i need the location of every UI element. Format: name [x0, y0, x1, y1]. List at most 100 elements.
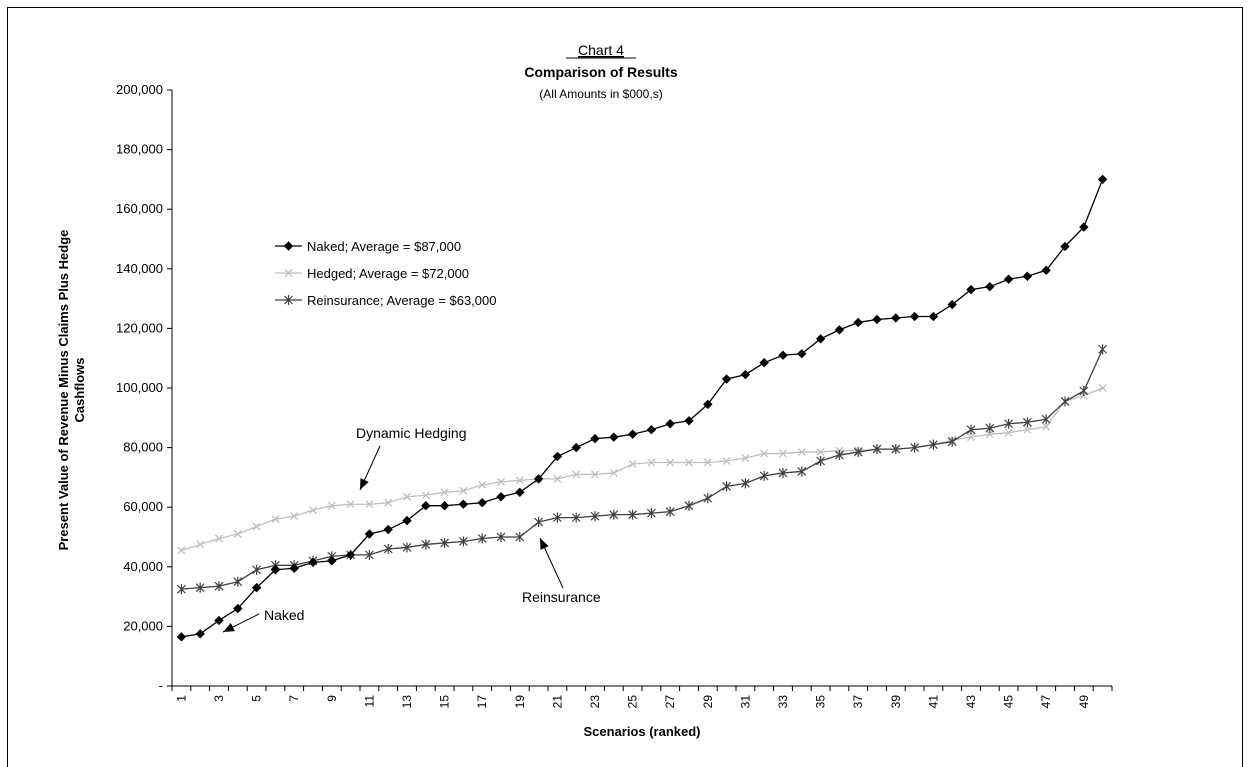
- y-tick-label: 80,000: [123, 440, 163, 455]
- data-point: [421, 491, 430, 500]
- y-tick-label: 160,000: [116, 201, 163, 216]
- data-point: [1042, 422, 1051, 431]
- data-point: [458, 499, 469, 509]
- data-point: [1098, 384, 1107, 392]
- data-point: [627, 429, 638, 439]
- data-point: [966, 424, 976, 435]
- data-point: [1004, 418, 1014, 429]
- data-point: [1060, 241, 1070, 252]
- data-point-stroke: [497, 477, 505, 486]
- data-point: [834, 325, 845, 335]
- data-point: [797, 466, 807, 477]
- data-point: [270, 565, 281, 575]
- data-point-stroke: [985, 430, 994, 439]
- data-point-stroke: [572, 470, 581, 479]
- y-tick-label: -: [159, 678, 163, 693]
- data-point-stroke: [609, 468, 618, 477]
- data-point-stroke: [647, 458, 656, 467]
- x-tick-label: 13: [400, 695, 414, 709]
- data-point-stroke: [1042, 422, 1051, 431]
- x-tick-label: 5: [250, 695, 264, 702]
- data-point-stroke: [797, 448, 806, 457]
- y-axis-label-line1: Present Value of Revenue Minus Claims Pl…: [56, 230, 71, 551]
- data-point: [309, 506, 317, 515]
- annotation-arrowhead: [540, 538, 549, 550]
- data-point-stroke: [628, 460, 637, 468]
- x-tick-label: 49: [1077, 695, 1091, 709]
- x-tick-label: 41: [926, 695, 940, 709]
- data-point: [1079, 385, 1089, 396]
- data-point: [534, 517, 544, 528]
- data-point: [552, 512, 562, 523]
- data-point: [553, 474, 562, 483]
- data-point: [797, 448, 806, 457]
- data-point-stroke: [478, 480, 487, 489]
- data-point: [778, 467, 788, 478]
- data-point: [1079, 222, 1089, 232]
- data-point: [233, 576, 243, 587]
- legend-marker: [284, 269, 293, 277]
- chart-number: Chart 4: [578, 42, 624, 58]
- annotations: Dynamic Hedging Reinsurance Naked: [222, 425, 601, 633]
- data-point: [609, 509, 619, 520]
- data-point: [740, 478, 750, 489]
- data-point: [233, 603, 243, 614]
- data-point: [459, 486, 468, 495]
- x-tick-label: 21: [550, 695, 564, 709]
- legend-marker: [283, 241, 294, 251]
- data-point: [515, 487, 525, 498]
- data-point: [590, 433, 600, 444]
- x-tick-label: 9: [325, 695, 339, 702]
- data-point: [891, 313, 901, 323]
- data-point: [571, 512, 581, 523]
- data-point: [759, 357, 769, 368]
- data-point: [440, 488, 449, 497]
- data-point: [703, 399, 713, 410]
- data-point: [703, 493, 713, 504]
- data-point: [853, 447, 863, 458]
- data-point: [478, 480, 487, 489]
- data-point: [967, 433, 975, 442]
- data-point: [1003, 274, 1014, 284]
- data-point: [384, 498, 393, 507]
- data-point: [439, 501, 450, 511]
- data-point-stroke: [384, 498, 393, 507]
- data-point: [383, 524, 393, 535]
- data-point-stroke: [346, 500, 355, 509]
- data-point: [571, 442, 581, 453]
- data-point: [947, 299, 957, 310]
- data-point-stroke: [1004, 428, 1013, 437]
- data-point: [552, 451, 563, 462]
- legend: Naked; Average = $87,000 Hedged; Average …: [275, 239, 496, 308]
- x-tick-label: 47: [1039, 695, 1053, 709]
- y-tick-label: 20,000: [123, 618, 163, 633]
- data-point: [233, 530, 242, 538]
- data-point: [646, 508, 656, 519]
- data-point-stroke: [515, 476, 524, 485]
- x-tick-label: 37: [851, 695, 865, 709]
- y-tick-label: 60,000: [123, 499, 163, 514]
- data-point: [891, 444, 901, 455]
- x-tick-label: 39: [889, 695, 903, 709]
- x-tick-label: 1: [174, 695, 188, 702]
- data-point-stroke: [553, 474, 562, 483]
- series-line: [181, 348, 1104, 590]
- data-point: [251, 582, 262, 593]
- data-point: [477, 498, 487, 508]
- data-point: [1023, 425, 1032, 434]
- annotation-arrowhead: [223, 623, 235, 632]
- data-point-stroke: [722, 457, 731, 465]
- data-point: [214, 581, 224, 592]
- data-point: [327, 501, 336, 510]
- data-point: [440, 537, 450, 548]
- data-point: [402, 542, 412, 553]
- x-tick-label: 25: [626, 695, 640, 709]
- data-point: [665, 419, 675, 429]
- data-point: [779, 449, 787, 458]
- data-point-stroke: [591, 470, 599, 479]
- data-point: [497, 477, 505, 486]
- data-point-stroke: [365, 500, 374, 509]
- y-tick-label: 40,000: [123, 559, 163, 574]
- data-point: [176, 632, 187, 642]
- data-point: [815, 334, 826, 344]
